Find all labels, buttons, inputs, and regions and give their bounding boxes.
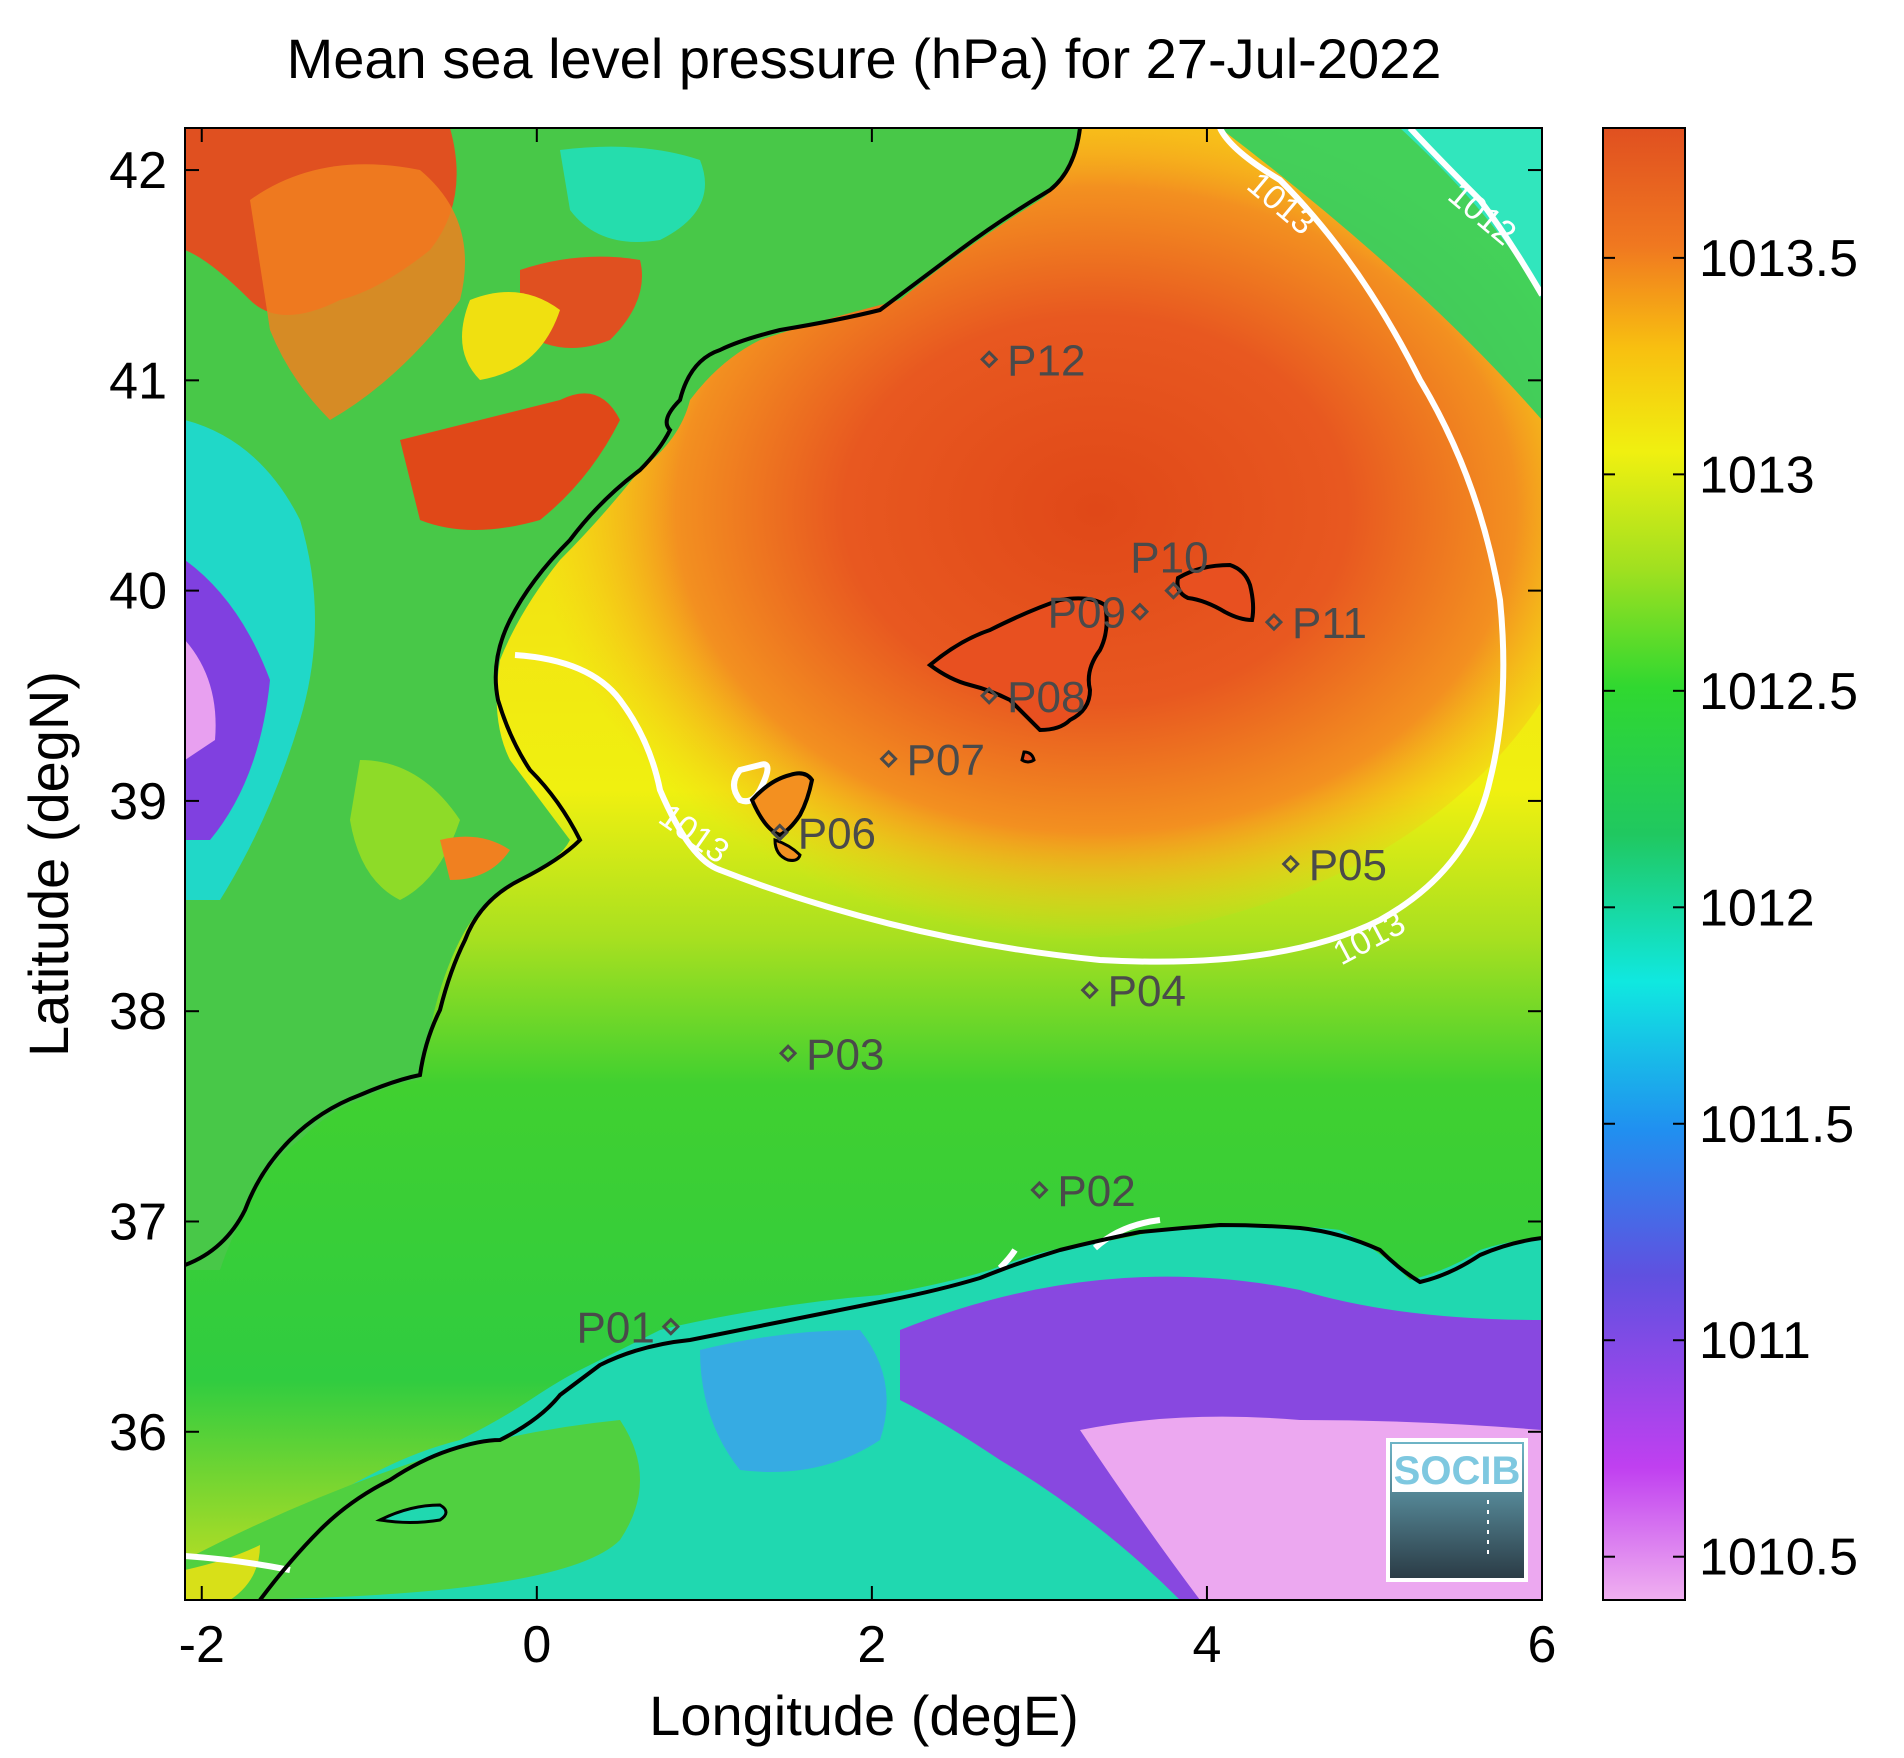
ibiza-island (749, 771, 815, 838)
iberia-coastline (185, 128, 1082, 1267)
x-tick-label: 0 (522, 1616, 551, 1674)
colorbar-tick-label: 1012 (1699, 879, 1815, 937)
northeast-low-band (1220, 128, 1542, 420)
colorbar-tick-label: 1011.5 (1699, 1096, 1854, 1154)
contour-1012-africa (1092, 1217, 1161, 1251)
station-marker (980, 350, 999, 369)
station-p02: P02 (1030, 1167, 1136, 1216)
station-marker (1080, 981, 1099, 1000)
station-label: P05 (1309, 841, 1387, 890)
colorbar-tick-label: 1013 (1699, 446, 1815, 504)
cabrera-island (1020, 750, 1036, 764)
station-label: P10 (1130, 534, 1208, 583)
station-label: P12 (1007, 336, 1085, 385)
colorbar-tick-label: 1010.5 (1699, 1529, 1858, 1587)
station-marker (770, 823, 789, 842)
station-label: P01 (577, 1304, 655, 1353)
y-tick-label: 36 (109, 1404, 167, 1462)
africa-coastline (258, 1222, 1542, 1600)
iberia-yellow-patch (462, 292, 560, 380)
logo-text: SOCIB (1394, 1449, 1521, 1493)
station-p12: P12 (980, 336, 1085, 385)
y-tick-label: 38 (109, 983, 167, 1041)
plot-frame (184, 127, 1543, 1601)
station-p10: P10 (1130, 534, 1209, 600)
iberia-west-violet (185, 560, 270, 840)
contour-1013-main (514, 128, 1507, 965)
station-label: P09 (1048, 589, 1126, 638)
station-label: P07 (907, 736, 985, 785)
station-marker (980, 686, 999, 705)
y-tick-label: 37 (109, 1193, 167, 1251)
iberia-cyan-patch (560, 146, 705, 242)
station-label: P04 (1108, 967, 1186, 1016)
station-marker (1264, 613, 1284, 632)
y-tick-label: 42 (109, 142, 167, 200)
iberia-west-pink (185, 640, 216, 760)
x-tick-label: 2 (857, 1616, 886, 1674)
colorbar: 1010.5 1011 1011.5 1012 1012.5 1013 1013.5 (1602, 127, 1858, 1601)
station-marker (1281, 854, 1300, 874)
station-p01: P01 (577, 1304, 680, 1353)
y-tick-label: 39 (109, 773, 167, 831)
alboran-islet (375, 1503, 448, 1524)
x-tick-label: 6 (1528, 1616, 1557, 1674)
y-tick-label: 41 (109, 352, 167, 410)
station-marker (1164, 581, 1183, 600)
x-tick-label: -2 (179, 1616, 225, 1674)
station-label: P03 (806, 1030, 884, 1079)
x-axis-ticks: -2 0 2 4 6 (179, 128, 1557, 1674)
iberia-red-patch-2 (400, 393, 620, 530)
station-marker (1130, 602, 1150, 621)
station-p03: P03 (778, 1030, 884, 1079)
colorbar-tick-label: 1011 (1699, 1312, 1811, 1370)
y-tick-label: 40 (109, 563, 167, 621)
station-label: P06 (798, 809, 876, 858)
northeast-cyan-band (1400, 128, 1542, 300)
station-p08: P08 (980, 673, 1085, 722)
chart-title: Mean sea level pressure (hPa) for 27-Jul… (287, 27, 1442, 90)
africa-yellow-edge (185, 1545, 260, 1600)
x-axis-label: Longitude (degE) (649, 1684, 1079, 1747)
y-axis-ticks: 36 37 38 39 40 41 42 (109, 142, 1542, 1462)
station-label: P02 (1057, 1167, 1135, 1216)
station-p05: P05 (1281, 841, 1387, 890)
station-marker (1030, 1180, 1049, 1200)
africa-blue (700, 1330, 887, 1472)
station-p09: P09 (1048, 589, 1150, 638)
formentera-island (773, 837, 802, 862)
station-label: P08 (1007, 673, 1085, 722)
station-marker (778, 1044, 798, 1063)
iberia-highlands-orange (250, 164, 465, 420)
mallorca-island (926, 596, 1109, 733)
station-p06: P06 (770, 809, 876, 858)
iberia-orange-patch (440, 836, 510, 880)
iberia-yellow-green (350, 760, 460, 900)
station-p07: P07 (879, 736, 985, 785)
colorbar-gradient (1602, 127, 1686, 1601)
station-marker (879, 749, 898, 768)
station-p04: P04 (1080, 967, 1186, 1016)
socib-logo: SOCIB (1386, 1438, 1528, 1582)
x-tick-label: 4 (1192, 1616, 1221, 1674)
contour-1013-sw (185, 1553, 291, 1573)
menorca-island (1175, 562, 1256, 623)
iberia-land (185, 128, 1080, 1270)
colorbar-tick-label: 1013.5 (1699, 230, 1858, 288)
station-label: P11 (1292, 599, 1367, 648)
colorbar-tick-label: 1012.5 (1699, 663, 1858, 721)
station-marker (661, 1317, 680, 1336)
contour-1012-africa-2 (997, 1248, 1018, 1271)
station-p11: P11 (1264, 599, 1367, 648)
colorbar-ticks: 1010.5 1011 1011.5 1012 1012.5 1013 1013.5 (1603, 230, 1858, 1587)
contour-1012-ne (1407, 128, 1542, 297)
y-axis-label: Latitude (degN) (17, 671, 80, 1057)
